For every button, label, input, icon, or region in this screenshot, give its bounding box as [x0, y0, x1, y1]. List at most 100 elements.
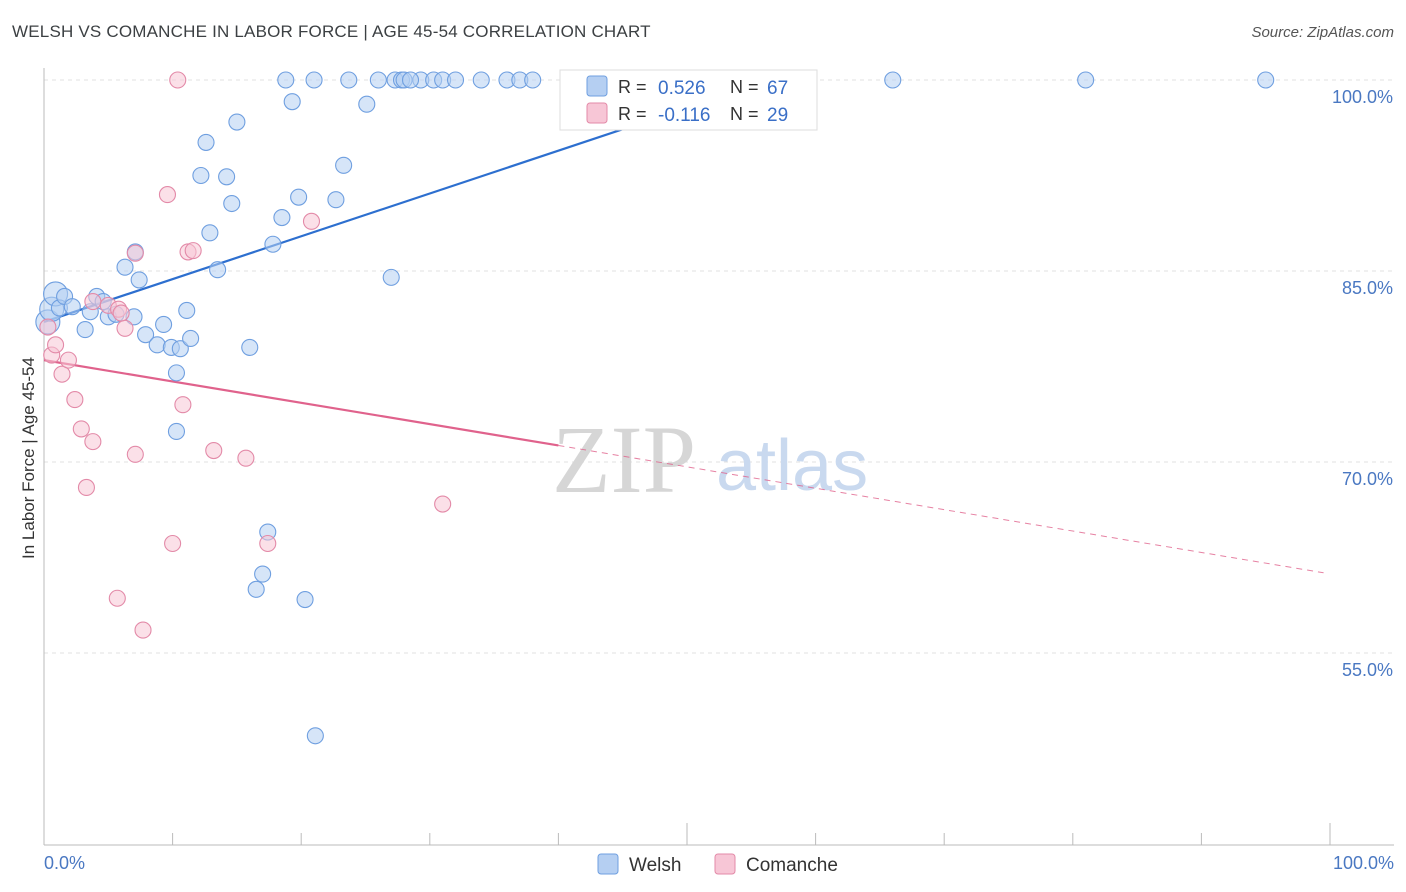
point-welsh	[884, 71, 902, 89]
data-points	[35, 71, 1275, 745]
point-comanche	[126, 445, 144, 463]
point-welsh	[401, 71, 420, 89]
point-welsh	[327, 191, 345, 209]
point-comanche	[164, 534, 182, 553]
point-comanche	[66, 391, 84, 409]
point-welsh	[209, 261, 227, 279]
y-tick-label: 100.0%	[1332, 87, 1393, 107]
point-welsh	[305, 71, 323, 89]
point-welsh	[167, 364, 186, 382]
point-welsh	[247, 580, 265, 598]
trend-line-dashed-comanche	[558, 444, 1324, 574]
legend-comanche-n-label: N =	[730, 104, 759, 124]
point-comanche	[302, 212, 321, 230]
grid	[44, 79, 1394, 654]
point-welsh	[201, 224, 219, 242]
point-welsh	[171, 340, 189, 358]
point-welsh	[340, 71, 358, 89]
point-welsh	[264, 235, 282, 253]
point-welsh	[155, 315, 173, 334]
point-comanche	[434, 495, 452, 513]
y-tick-label: 70.0%	[1342, 469, 1393, 489]
x-tick-left: 0.0%	[44, 853, 85, 873]
point-welsh	[277, 71, 295, 89]
legend-welsh-r-label: R =	[618, 77, 647, 97]
point-comanche	[158, 186, 177, 204]
legend-swatch-comanche	[586, 102, 608, 124]
chart-title: WELSH VS COMANCHE IN LABOR FORCE | AGE 4…	[12, 22, 651, 41]
point-comanche	[259, 534, 277, 553]
point-comanche	[72, 420, 90, 438]
point-welsh	[116, 258, 134, 276]
point-comanche	[237, 449, 255, 467]
watermark-atlas: atlas	[716, 426, 868, 506]
point-comanche	[77, 478, 95, 497]
point-comanche	[169, 71, 187, 89]
bottom-legend-swatch-welsh	[597, 853, 619, 875]
point-welsh	[335, 156, 353, 174]
point-comanche	[205, 441, 223, 460]
point-comanche	[39, 318, 57, 336]
point-welsh	[178, 301, 196, 320]
point-welsh	[446, 71, 465, 89]
point-welsh	[472, 71, 490, 89]
point-comanche	[134, 621, 152, 639]
point-welsh	[130, 271, 148, 289]
bottom-legend-comanche: Comanche	[746, 855, 838, 876]
legend-welsh-n-label: N =	[730, 77, 759, 97]
point-welsh	[137, 326, 155, 344]
point-welsh	[241, 338, 259, 356]
point-welsh	[524, 71, 542, 89]
point-welsh	[182, 329, 200, 348]
point-comanche	[59, 351, 77, 369]
point-welsh	[290, 188, 308, 206]
point-welsh	[223, 194, 241, 213]
point-welsh	[167, 422, 186, 440]
point-comanche	[174, 396, 192, 414]
watermark: ZIP atlas	[552, 406, 868, 513]
point-welsh	[1077, 71, 1095, 89]
point-comanche	[112, 304, 130, 322]
point-comanche	[84, 293, 102, 311]
point-welsh	[1257, 71, 1275, 89]
point-welsh	[358, 95, 376, 113]
point-comanche	[184, 242, 202, 260]
legend-welsh-n-value: 67	[767, 78, 788, 99]
legend-welsh-r-value: 0.526	[658, 78, 706, 99]
point-welsh	[76, 321, 94, 339]
point-comanche	[47, 336, 65, 354]
point-welsh	[283, 93, 301, 111]
x-tick-right: 100.0%	[1333, 853, 1394, 873]
point-welsh	[254, 565, 272, 583]
y-tick-label: 55.0%	[1342, 660, 1393, 680]
point-comanche	[84, 433, 102, 451]
legend-comanche-n-value: 29	[767, 105, 788, 126]
point-welsh	[192, 166, 210, 185]
point-welsh	[228, 113, 246, 131]
point-comanche	[126, 244, 144, 262]
trend-line-comanche	[43, 359, 559, 447]
bottom-legend-swatch-comanche	[714, 853, 736, 875]
axes	[43, 68, 1394, 846]
watermark-zip: ZIP	[552, 406, 696, 513]
point-welsh	[273, 208, 291, 227]
point-comanche	[108, 589, 126, 607]
legend-swatch-welsh	[586, 75, 608, 97]
point-welsh	[63, 298, 81, 316]
point-comanche	[53, 365, 71, 383]
series-legend: Welsh Comanche	[597, 853, 838, 876]
correlation-legend: R = 0.526 N = 67 R = -0.116 N = 29	[559, 69, 818, 131]
point-welsh	[306, 727, 324, 745]
chart-source: Source: ZipAtlas.com	[1251, 24, 1394, 41]
bottom-legend-welsh: Welsh	[629, 855, 681, 876]
point-welsh	[148, 336, 166, 354]
point-welsh	[218, 168, 236, 186]
y-tick-labels: 55.0% 70.0% 85.0% 100.0%	[1332, 87, 1393, 680]
legend-comanche-r-value: -0.116	[658, 105, 710, 126]
point-welsh	[197, 133, 215, 151]
legend-comanche-r-label: R =	[618, 104, 647, 124]
y-axis-label: In Labor Force | Age 45-54	[19, 357, 38, 559]
point-welsh	[296, 590, 314, 609]
point-welsh	[382, 268, 400, 286]
